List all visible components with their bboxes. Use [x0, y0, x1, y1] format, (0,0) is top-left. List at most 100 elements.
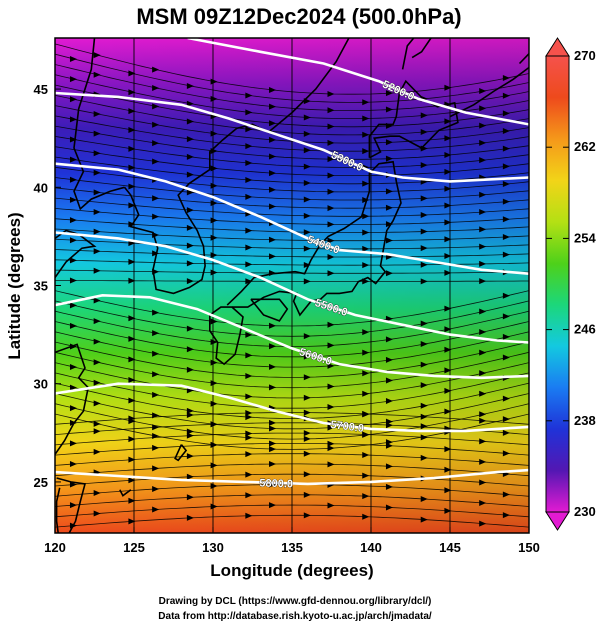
coastline — [368, 79, 459, 159]
wind-arrow — [303, 394, 311, 401]
wind-arrow — [245, 278, 253, 285]
wind-arrow — [186, 118, 194, 125]
wind-arrow — [152, 371, 160, 378]
wind-arrow — [420, 402, 428, 409]
wind-arrow — [327, 342, 335, 349]
wind-arrow — [269, 419, 277, 426]
wind-arrow — [362, 262, 370, 269]
x-tick-label: 120 — [44, 540, 66, 555]
wind-arrow — [303, 245, 311, 252]
wind-arrow — [502, 233, 510, 240]
wind-arrow — [362, 390, 370, 397]
wind-arrow — [303, 353, 311, 360]
wind-arrow — [502, 163, 510, 170]
wind-arrow — [327, 321, 335, 328]
wind-arrow — [385, 155, 393, 162]
wind-arrow — [186, 432, 194, 439]
wind-arrow — [303, 229, 311, 236]
wind-arrow — [69, 196, 77, 203]
wind-arrow — [269, 384, 277, 391]
coastline — [209, 306, 244, 366]
wind-arrow — [245, 430, 253, 437]
wind-arrow — [210, 252, 218, 259]
wind-arrow — [93, 359, 101, 366]
wind-arrow — [210, 503, 218, 510]
wind-arrow — [245, 434, 253, 441]
wind-arrow — [385, 237, 393, 244]
wind-arrow — [362, 229, 370, 236]
wind-arrow — [93, 297, 101, 304]
wind-arrow — [502, 110, 510, 117]
wind-arrow — [186, 260, 194, 267]
y-tick-label: 30 — [34, 377, 48, 392]
wind-arrow — [152, 412, 160, 419]
wind-arrow — [210, 482, 218, 489]
wind-arrow — [327, 270, 335, 277]
wind-arrow — [128, 202, 136, 209]
x-tick-label: 130 — [202, 540, 224, 555]
wind-arrow — [362, 131, 370, 138]
wind-arrow — [385, 398, 393, 405]
wind-arrow — [93, 189, 101, 196]
wind-arrow — [186, 407, 194, 414]
wind-arrow — [303, 196, 311, 203]
wind-arrow — [327, 221, 335, 228]
wind-arrow — [362, 115, 370, 122]
wind-arrow — [269, 440, 277, 447]
wind-arrow — [152, 140, 160, 147]
wind-arrow — [93, 208, 101, 215]
wind-arrow — [362, 411, 370, 418]
wind-arrow — [362, 196, 370, 203]
contour-line — [55, 231, 529, 344]
wind-arrow — [444, 135, 452, 142]
wind-arrow — [479, 390, 487, 397]
wind-arrow — [93, 267, 101, 274]
wind-arrow — [479, 349, 487, 356]
wind-arrow — [186, 412, 194, 419]
wind-arrow — [479, 308, 487, 315]
wind-arrow — [128, 89, 136, 96]
wind-arrow — [186, 82, 194, 89]
wind-arrow — [385, 356, 393, 363]
wind-arrow — [269, 461, 277, 468]
wind-arrow — [245, 492, 253, 499]
map-title: MSM 09Z12Dec2024 (500.0hPa) — [136, 4, 461, 29]
wind-arrow — [303, 130, 311, 137]
wind-arrow — [69, 217, 77, 224]
wind-arrow — [479, 191, 487, 198]
wind-arrow — [502, 292, 510, 299]
y-axis-label: Latitude (degrees) — [5, 212, 24, 359]
colorbar-tick-label: 238 — [574, 413, 596, 428]
wind-arrow — [128, 356, 136, 363]
wind-arrow — [479, 209, 487, 216]
wind-arrow — [93, 489, 101, 496]
wind-arrow — [152, 121, 160, 128]
wind-arrow — [210, 421, 218, 428]
wind-arrow — [444, 185, 452, 192]
wind-arrow — [362, 472, 370, 479]
wind-arrow — [128, 497, 136, 504]
wind-arrow — [385, 139, 393, 146]
wind-arrow — [210, 441, 218, 448]
wind-arrow — [245, 109, 253, 116]
wind-arrow — [303, 512, 311, 519]
wind-arrow — [128, 335, 136, 342]
wind-arrow — [128, 436, 136, 443]
wind-arrow — [502, 92, 510, 99]
wind-arrow — [362, 99, 370, 106]
wind-arrow — [303, 435, 311, 442]
wind-arrow — [479, 88, 487, 95]
colorbar-tick-label: 262 — [574, 139, 596, 154]
wind-arrow — [444, 118, 452, 125]
wind-arrow — [327, 107, 335, 114]
wind-arrow — [327, 502, 335, 509]
contour-line — [55, 468, 529, 486]
wind-arrow — [245, 414, 253, 421]
wind-arrow — [502, 251, 510, 258]
wind-arrow — [502, 216, 510, 223]
wind-arrow — [444, 387, 452, 394]
wind-arrow — [210, 182, 218, 189]
wind-arrow — [303, 212, 311, 219]
wind-arrow — [128, 126, 136, 133]
wind-arrow — [385, 106, 393, 113]
